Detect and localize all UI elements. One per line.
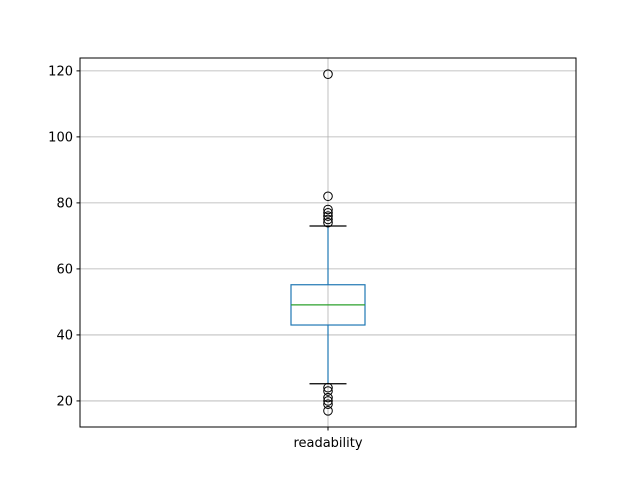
- y-tick-label: 20: [56, 394, 73, 409]
- y-tick-label: 100: [48, 130, 73, 145]
- outlier-point: [323, 204, 333, 215]
- y-tick-label: 80: [56, 196, 73, 211]
- outlier-point: [323, 406, 333, 416]
- outlier-point: [323, 214, 333, 225]
- outlier-point: [323, 392, 333, 403]
- x-tick-label: readability: [293, 436, 362, 451]
- outlier-point: [323, 207, 333, 218]
- outlier-point: [323, 191, 333, 202]
- outlier-point: [323, 211, 333, 221]
- outlier-point: [323, 382, 333, 393]
- outlier-point: [323, 396, 333, 406]
- outlier-point: [323, 399, 333, 410]
- outlier-point: [323, 69, 333, 79]
- outlier-point: [323, 217, 333, 228]
- plot-frame: [79, 57, 577, 428]
- outlier-point: [323, 386, 333, 396]
- y-tick-label: 40: [56, 328, 73, 343]
- y-tick-label: 60: [56, 262, 73, 277]
- y-tick-label: 120: [48, 64, 73, 79]
